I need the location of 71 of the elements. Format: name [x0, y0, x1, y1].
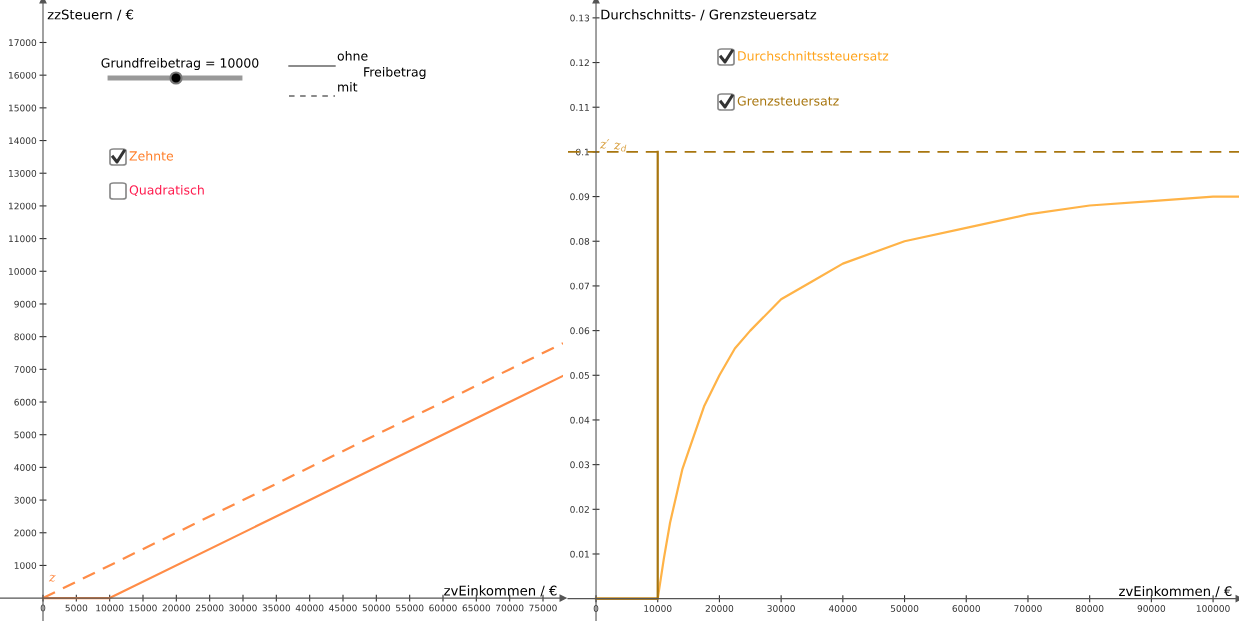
- x-tick-label: 90000: [1137, 605, 1166, 612]
- annotation: Durchschnittssteuersatz: [738, 50, 889, 61]
- x-tick-label: 10000: [96, 604, 124, 612]
- y-tick-label: 0.05: [570, 372, 589, 379]
- y-tick-label: 1000: [14, 562, 37, 569]
- x-tick-label: 65000: [462, 604, 491, 612]
- y-tick-label: 0.08: [570, 237, 590, 245]
- y-tick-label: 0.04: [570, 416, 590, 424]
- annotation: Zehnte: [129, 150, 174, 161]
- x-tick-label: 20000: [162, 604, 191, 612]
- y-tick-label: 0.12: [570, 59, 589, 67]
- x-tick-label: 60000: [952, 605, 981, 612]
- annotation: Freibetrag: [364, 66, 426, 80]
- y-axis-title: Durchschnitts- / Grenzsteuersatz: [601, 9, 817, 21]
- y-tick-label: 2000: [14, 529, 37, 537]
- annotation: z$_{d}$: [613, 142, 627, 152]
- x-tick-label: 10000: [644, 605, 672, 612]
- y-tick-label: 3000: [14, 496, 37, 504]
- annotation: ohne: [337, 50, 368, 61]
- y-tick-label: 0.03: [570, 461, 590, 469]
- x-tick-label: 70000: [496, 604, 524, 612]
- y-tick-label: 12000: [9, 202, 37, 210]
- y-tick-label: 13000: [9, 169, 37, 177]
- y-tick-label: 14000: [9, 137, 37, 145]
- y-tick-label: 17000: [9, 39, 37, 47]
- y-tick-label: 8000: [14, 333, 37, 341]
- y-tick-label: 15000: [9, 104, 37, 112]
- annotation: Grenzsteuersatz: [737, 96, 839, 106]
- y-axis-title: zzSteuern / €: [47, 9, 134, 21]
- x-tick-label: 70000: [1014, 605, 1042, 612]
- x-tick-label: 30000: [229, 604, 257, 612]
- y-tick-label: 0.11: [570, 103, 589, 111]
- annotation: mit: [338, 81, 358, 92]
- x-tick-label: 30000: [767, 605, 795, 612]
- x-tick-label: 25000: [195, 604, 224, 612]
- y-tick-label: 0.01: [570, 550, 589, 558]
- y-tick-label: 7000: [14, 366, 37, 373]
- annotation: Grundfreibetrag = 10000: [101, 57, 259, 71]
- annotation: Quadratisch: [129, 184, 204, 197]
- y-tick-label: 0.07: [570, 282, 589, 290]
- y-tick-label: 0.09: [570, 193, 590, 201]
- x-axis-title: zvEinkommen / €: [1119, 585, 1232, 598]
- y-tick-label: 0.13: [570, 14, 590, 22]
- annotation: z: [48, 574, 56, 582]
- x-tick-label: 40000: [295, 604, 324, 612]
- x-tick-label: 40000: [828, 605, 857, 612]
- x-tick-label: 35000: [262, 604, 291, 612]
- annotation: z′: [599, 139, 610, 149]
- x-tick-label: 0: [593, 605, 599, 612]
- x-tick-label: 15000: [129, 604, 157, 612]
- y-tick-label: 6000: [14, 398, 37, 406]
- y-tick-label: 9000: [14, 300, 37, 308]
- y-tick-label: 11000: [9, 235, 37, 243]
- y-tick-label: 10000: [9, 268, 37, 275]
- x-tick-label: 20000: [705, 605, 734, 612]
- x-tick-label: 5000: [65, 604, 88, 612]
- x-axis-title: zvEinkommen / €: [444, 585, 557, 597]
- y-tick-label: 0.06: [570, 327, 590, 335]
- x-tick-label: 80000: [1075, 605, 1104, 612]
- x-tick-label: 60000: [429, 604, 457, 612]
- y-tick-label: 4000: [14, 464, 37, 471]
- y-tick-label: 16000: [9, 71, 37, 79]
- x-tick-label: 45000: [329, 604, 357, 612]
- x-tick-label: 0: [40, 604, 46, 612]
- x-tick-label: 50000: [890, 605, 919, 612]
- y-tick-label: 0.02: [570, 506, 589, 513]
- x-tick-label: 50000: [362, 604, 391, 612]
- y-tick-label: 5000: [14, 431, 37, 439]
- x-tick-label: 75000: [529, 604, 557, 612]
- x-tick-label: 55000: [396, 604, 424, 612]
- x-tick-label: 100000: [1196, 605, 1230, 612]
